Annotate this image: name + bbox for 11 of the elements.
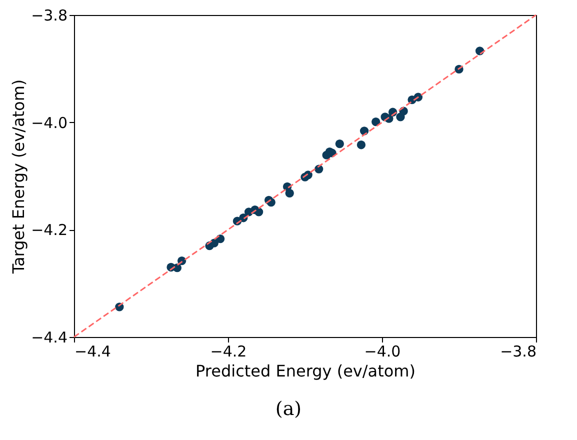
y-axis-title: Target Energy (ev/atom): [9, 79, 28, 275]
x-tick-label: −4.4: [74, 342, 111, 360]
y-tick-label: −4.0: [31, 114, 68, 132]
x-tick-label: −3.8: [500, 342, 536, 360]
x-axis-title: Predicted Energy (ev/atom): [196, 362, 416, 380]
x-tick-label: −4.2: [210, 342, 247, 360]
y-tick-label: −4.2: [31, 221, 68, 240]
x-tick-label: −4.0: [364, 342, 401, 360]
y-tick-label: −4.4: [31, 328, 68, 346]
y-tick-label: −3.8: [31, 6, 68, 24]
text: (a): [274, 398, 303, 420]
